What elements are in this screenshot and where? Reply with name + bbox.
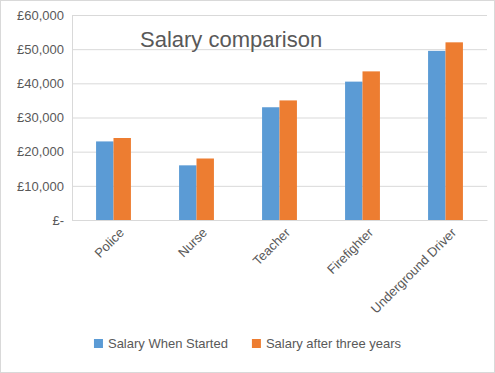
title: Salary comparison <box>140 27 322 52</box>
bar <box>428 51 445 220</box>
legend-item: Salary after three years <box>252 336 402 351</box>
x-tick-label: Nurse <box>175 225 210 260</box>
x-tick-label: Underground Driver <box>368 225 460 317</box>
grid-line <box>72 83 487 84</box>
y-tick: £60,000 <box>17 8 72 23</box>
x-tick: Firefighter <box>324 220 376 277</box>
legend-swatch <box>94 339 103 348</box>
grid-line <box>72 15 487 16</box>
y-tick-label: £60,000 <box>17 8 64 23</box>
bar-series <box>114 42 463 220</box>
x-tick: Nurse <box>175 220 210 260</box>
y-tick-label: £- <box>52 213 64 228</box>
legend-label: Salary after three years <box>266 336 402 351</box>
x-tick-label: Teacher <box>250 225 294 269</box>
chart-frame <box>1 1 495 373</box>
y-tick-label: £50,000 <box>17 42 64 57</box>
y-tick-label: £10,000 <box>17 178 64 193</box>
x-tick: Teacher <box>250 220 294 268</box>
legend-label: Salary When Started <box>108 336 228 351</box>
y-tick: £- <box>52 213 72 228</box>
bar <box>363 71 380 220</box>
x-tick: Underground Driver <box>368 220 460 316</box>
y-tick-label: £20,000 <box>17 144 64 159</box>
y-tick: £30,000 <box>17 110 72 125</box>
x-axis: Police Nurse Teacher FirefighterUnderground… <box>73 220 488 316</box>
bar <box>280 100 297 220</box>
bar <box>96 141 113 220</box>
y-axis: £- £10,000 £20,000 £30,000 £40,000 £50,000 £60… <box>17 8 73 228</box>
bar-series <box>96 51 445 220</box>
y-tick: £20,000 <box>17 144 72 159</box>
y-tick-label: £40,000 <box>17 76 64 91</box>
x-tick: Police <box>91 220 127 261</box>
bars <box>96 42 463 220</box>
y-axis-line <box>72 16 73 221</box>
x-tick-label: Police <box>91 225 127 261</box>
y-tick-label: £30,000 <box>17 110 64 125</box>
y-tick: £40,000 <box>17 76 72 91</box>
bar <box>446 42 463 220</box>
bar <box>179 165 196 220</box>
legend-swatch <box>252 339 261 348</box>
x-axis-line <box>73 220 488 221</box>
chart: £- £10,000 £20,000 £30,000 £40,000 £50,000 £60… <box>0 0 495 373</box>
y-tick: £10,000 <box>17 178 72 193</box>
bar <box>262 107 279 220</box>
bar <box>114 138 131 220</box>
y-tick: £50,000 <box>17 42 72 57</box>
grid-line <box>72 220 487 221</box>
legend: Salary When Started Salary after three ye… <box>94 336 402 351</box>
bar <box>197 159 214 221</box>
grid <box>72 16 487 221</box>
bar <box>345 82 362 220</box>
x-tick-label: Firefighter <box>324 225 376 277</box>
legend-item: Salary When Started <box>94 336 228 351</box>
